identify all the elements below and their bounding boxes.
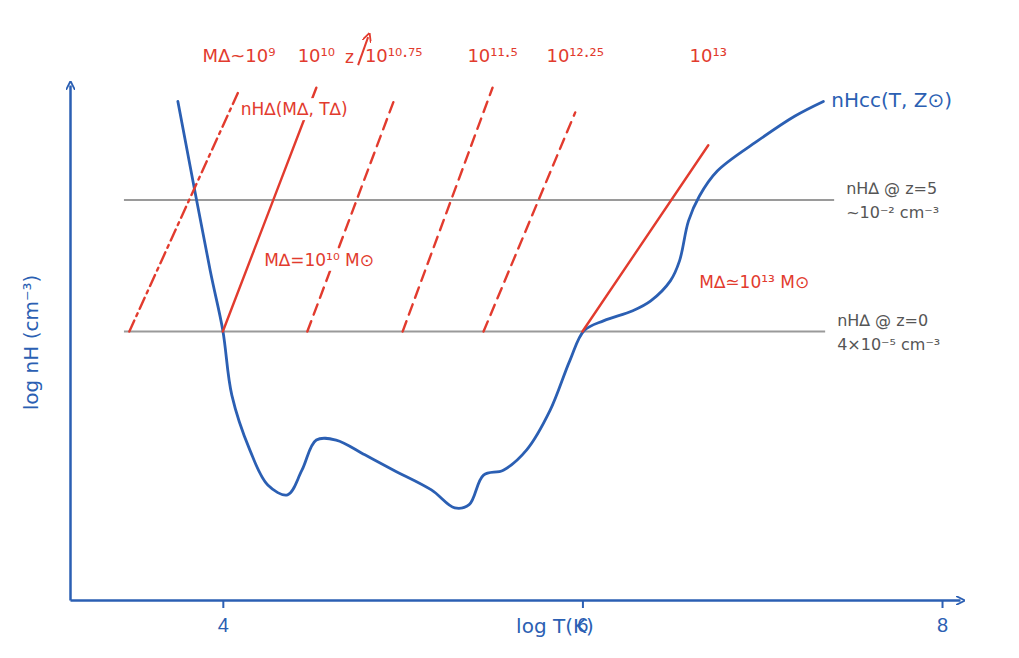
series-label: M∆~10⁹ (203, 45, 276, 66)
series-label: 10¹³ (690, 45, 727, 66)
annotation-text: z (345, 47, 354, 67)
series-label: 10¹⁰ (298, 45, 335, 66)
labels: nHcc(T, Z⊙) M∆~10⁹ 10¹⁰ 10¹⁰·⁷⁵ 10¹¹·⁵ 10¹²·²… (203, 37, 952, 353)
x-tick-label: 4 (218, 614, 229, 636)
series-label: nHcc(T, Z⊙) (831, 88, 952, 112)
annotation: M∆=10¹⁰ M⊙ (262, 249, 376, 271)
annotation: z (343, 37, 368, 68)
series-label: 10¹²·²⁵ (546, 45, 604, 66)
annotation-text: M∆≃10¹³ M⊙ (699, 272, 809, 292)
plot-area (124, 88, 834, 509)
annotation-background (239, 98, 350, 120)
cooling-curve (178, 101, 823, 508)
annotation: M∆≃10¹³ M⊙ (697, 271, 811, 293)
reference-line (124, 331, 825, 333)
halo-density-line (223, 88, 316, 332)
x-tick: 8 (937, 600, 948, 636)
reference-line (124, 199, 834, 201)
annotation-arrow (358, 37, 368, 65)
annotation-background (343, 46, 356, 68)
chart: 468log T(K)log nH (cm⁻³)nHcc(T, Z⊙)M∆~10… (0, 0, 1019, 658)
reference-label: nH∆ @ z=0 (837, 311, 928, 330)
reference-label: 4×10⁻⁵ cm⁻³ (837, 335, 940, 354)
y-axis-title: log nH (cm⁻³) (19, 275, 43, 411)
x-tick-mark (942, 600, 944, 608)
annotation: nH∆(M∆, T∆) (239, 98, 350, 120)
annotation-text: nH∆(M∆, T∆) (241, 99, 348, 119)
x-tick-label: 8 (937, 614, 948, 636)
annotation-background (697, 271, 811, 293)
series-label: 10¹¹·⁵ (467, 45, 517, 66)
x-tick-mark (582, 600, 584, 608)
halo-density-line (403, 88, 493, 332)
series-label: 10¹⁰·⁷⁵ (365, 45, 423, 66)
halo-density-line (484, 112, 576, 331)
halo-density-line (129, 90, 239, 331)
y-axis (70, 86, 71, 601)
x-axis-line (71, 599, 961, 602)
x-tick: 4 (218, 600, 229, 636)
annotation-background (262, 249, 376, 271)
x-tick-mark (222, 600, 224, 608)
annotation-text: M∆=10¹⁰ M⊙ (264, 250, 374, 270)
y-axis-line (69, 86, 72, 601)
reference-label: nH∆ @ z=5 (846, 179, 937, 198)
halo-density-line (307, 101, 393, 331)
halo-density-line (582, 145, 708, 331)
reference-label: ~10⁻² cm⁻³ (846, 203, 939, 222)
x-axis-title: log T(K) (516, 614, 594, 638)
